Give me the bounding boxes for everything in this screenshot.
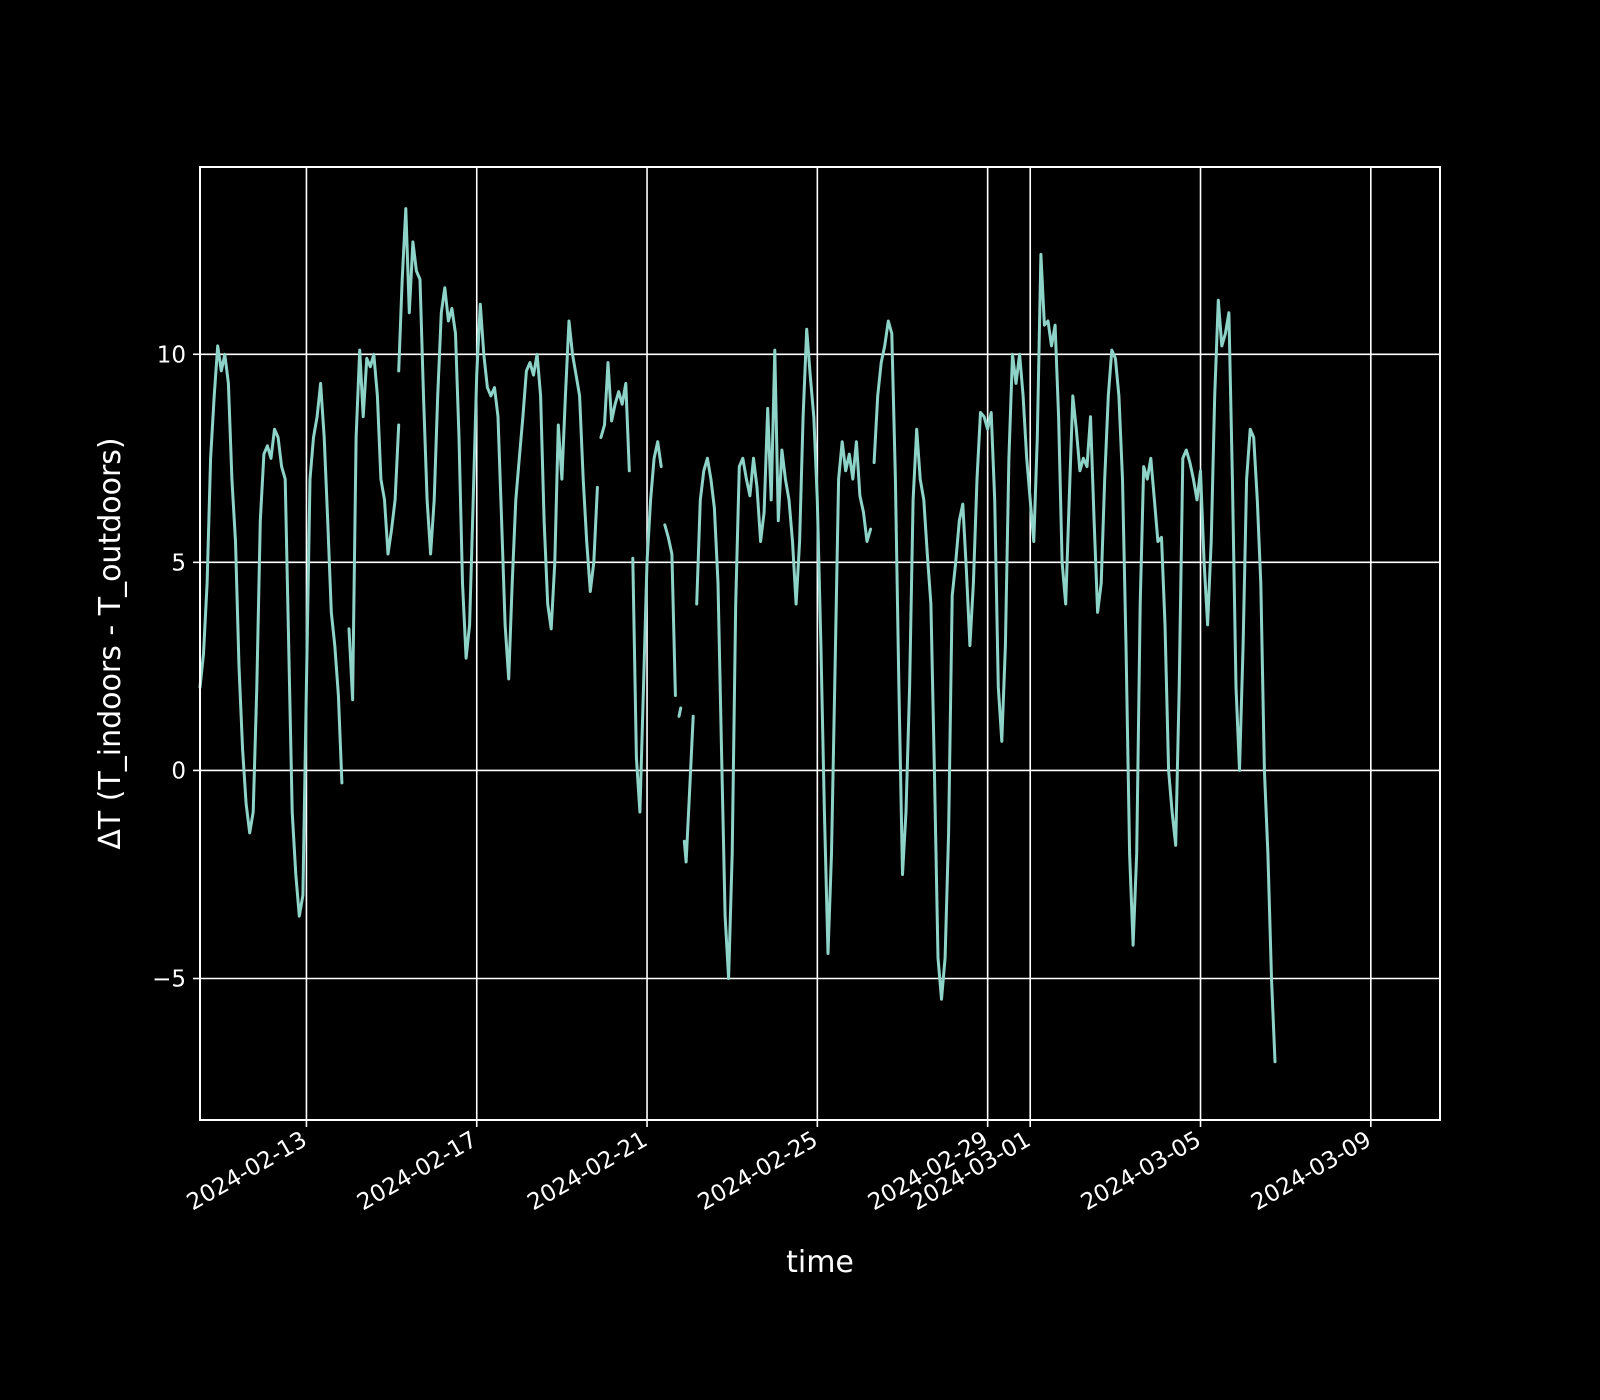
series-line-segment-7 bbox=[677, 706, 683, 718]
y-axis-label: ΔT (T_indoors - T_outdoors) bbox=[93, 437, 128, 849]
series-line-segment-10 bbox=[872, 252, 1277, 1064]
y-tick-label-5: 5 bbox=[171, 550, 186, 576]
series-line-segment-3 bbox=[397, 207, 599, 681]
x-tick-marks bbox=[305, 1120, 1372, 1127]
delta-t-series bbox=[198, 207, 1277, 1064]
series-line-segment-9 bbox=[695, 327, 873, 980]
x-axis-label: time bbox=[786, 1245, 854, 1280]
series-line-segment-6 bbox=[663, 523, 677, 697]
series-line-segment-1 bbox=[198, 344, 344, 918]
series-line-segment-2 bbox=[347, 348, 401, 702]
series-line-segment-8 bbox=[682, 714, 695, 864]
series-line-segment-4 bbox=[599, 361, 631, 473]
y-tick-label-minus-5: −5 bbox=[152, 967, 186, 993]
y-tick-label-10: 10 bbox=[157, 342, 186, 368]
plot-area-frame bbox=[199, 166, 1441, 1121]
y-tick-label-0: 0 bbox=[171, 758, 186, 784]
y-tick-marks bbox=[193, 353, 200, 980]
x-grid-lines bbox=[305, 167, 1372, 1120]
y-tick-labels: −5 0 5 10 bbox=[152, 342, 186, 992]
series-line-segment-5 bbox=[631, 440, 663, 814]
